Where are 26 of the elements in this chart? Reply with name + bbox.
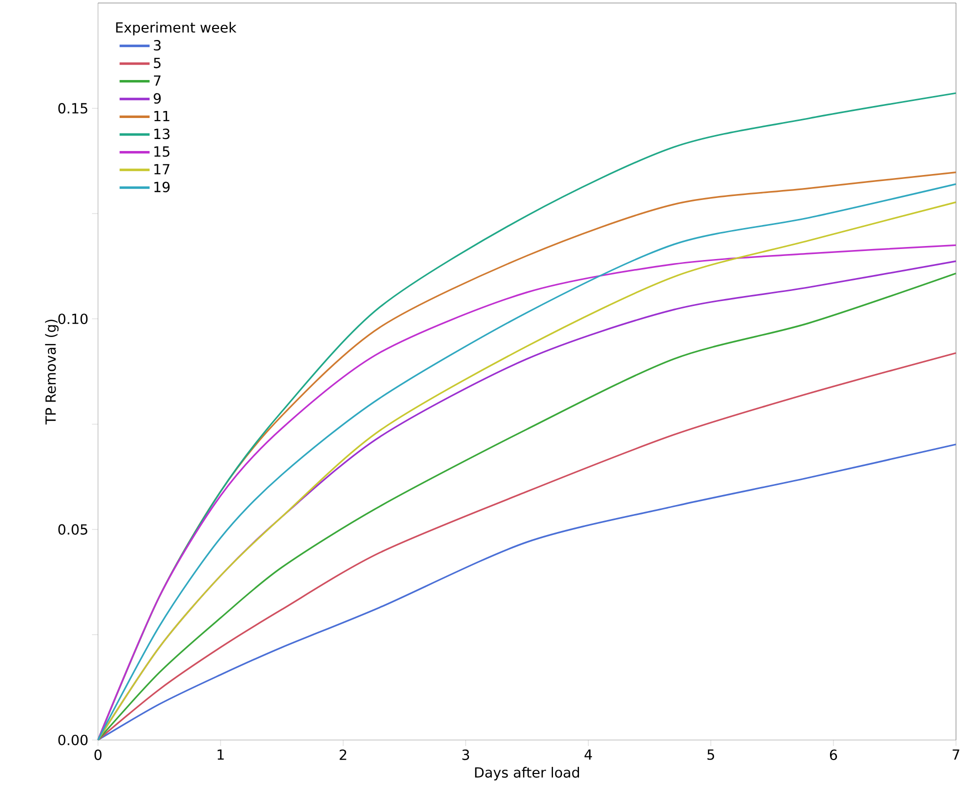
legend-label: 19 bbox=[154, 182, 170, 192]
x-tick-label: 7 bbox=[952, 750, 960, 760]
y-tick-label: 0.10 bbox=[58, 314, 88, 324]
x-tick-label: 1 bbox=[218, 750, 224, 760]
legend-label: 3 bbox=[154, 40, 161, 51]
x-tick-label: 4 bbox=[584, 750, 592, 760]
x-axis-title: Days after load bbox=[475, 766, 579, 780]
legend-label: 13 bbox=[154, 128, 170, 140]
line-series bbox=[97, 444, 957, 741]
y-axis-title: TP Removal (g) bbox=[45, 320, 59, 425]
legend-label: 17 bbox=[154, 164, 170, 174]
legend-label: 11 bbox=[154, 110, 170, 122]
legend-title: Experiment week bbox=[116, 22, 236, 36]
line-series bbox=[97, 352, 957, 741]
y-tick-label: 0.05 bbox=[58, 524, 88, 535]
x-tick-label: 0 bbox=[94, 750, 102, 760]
legend-label: 15 bbox=[154, 146, 170, 157]
legend-label: 5 bbox=[154, 58, 160, 68]
y-tick-label: 0.00 bbox=[58, 734, 88, 746]
x-tick-label: 6 bbox=[830, 750, 837, 760]
y-tick-label: 0.15 bbox=[58, 102, 88, 114]
x-tick-label: 2 bbox=[340, 750, 346, 760]
x-tick-label: 5 bbox=[708, 750, 714, 760]
x-tick-label: 3 bbox=[462, 750, 470, 760]
legend-label: 7 bbox=[154, 75, 161, 86]
legend-label: 9 bbox=[154, 93, 161, 104]
